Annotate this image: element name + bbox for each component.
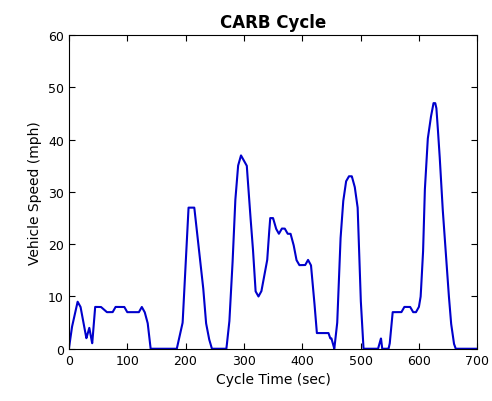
Title: CARB Cycle: CARB Cycle [220, 14, 326, 32]
X-axis label: Cycle Time (sec): Cycle Time (sec) [215, 372, 331, 386]
Y-axis label: Vehicle Speed (mph): Vehicle Speed (mph) [29, 121, 42, 264]
